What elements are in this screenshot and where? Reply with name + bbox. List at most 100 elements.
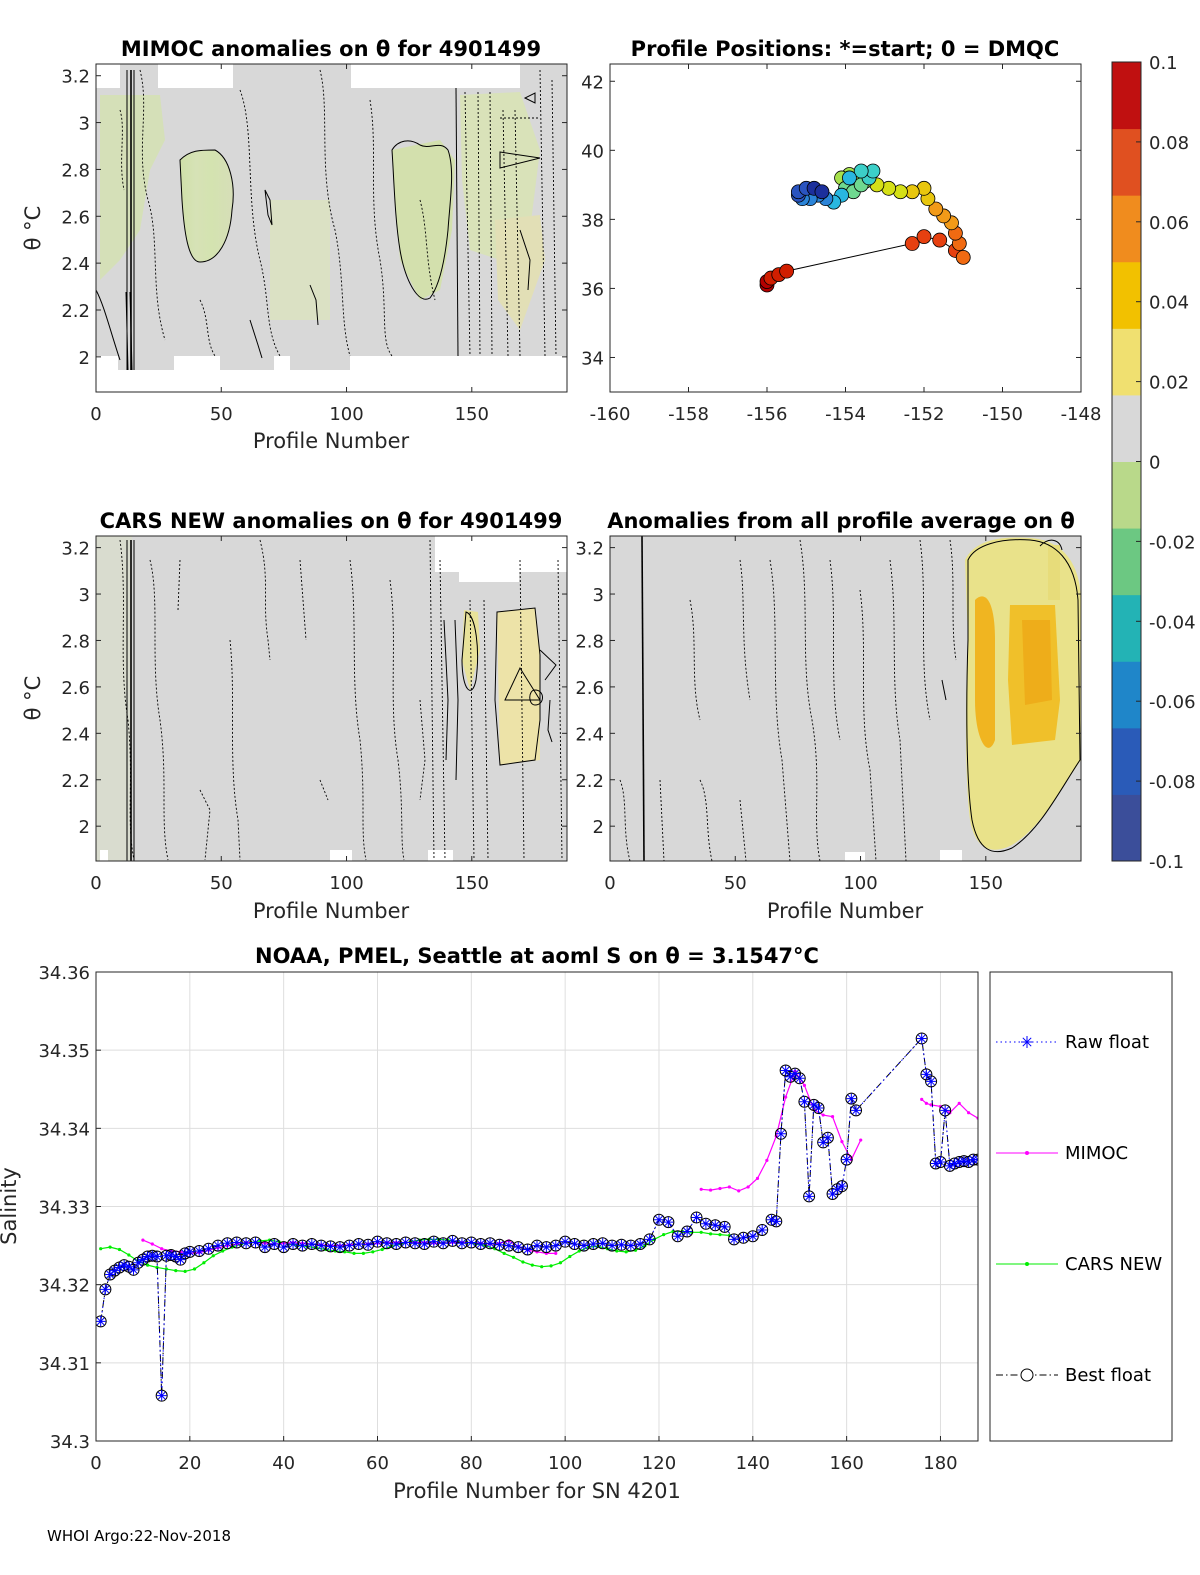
data-point [410, 1238, 421, 1249]
data-point [161, 1250, 172, 1261]
data-point [652, 1213, 665, 1226]
data-point [267, 1238, 272, 1242]
data-point [729, 1234, 740, 1245]
data-point [560, 1236, 571, 1247]
x-tick-label: 0 [90, 873, 101, 894]
data-point [851, 1105, 862, 1116]
colorbar-tick-label: -0.1 [1149, 852, 1184, 873]
data-point [104, 1268, 117, 1281]
profile-position-marker [916, 229, 932, 245]
x-tick-label: 100 [329, 404, 363, 425]
data-point [202, 1261, 206, 1265]
data-point [916, 1033, 927, 1044]
data-point [718, 1186, 722, 1191]
data-point [344, 1240, 355, 1251]
series-raw-float [96, 1033, 978, 1401]
data-point [784, 1095, 788, 1099]
data-point [278, 1242, 289, 1253]
series-line [100, 1037, 978, 1396]
data-point [511, 1255, 516, 1259]
data-point [118, 1259, 131, 1272]
data-point [194, 1246, 205, 1257]
data-point [709, 1219, 722, 1232]
colorbar-band [1112, 62, 1141, 130]
data-point [150, 1242, 154, 1246]
colorbar-band [1112, 328, 1141, 396]
data-point [362, 1238, 375, 1251]
data-point [935, 1156, 946, 1167]
data-point [133, 1257, 144, 1268]
y-tick-label: 2.4 [61, 724, 90, 745]
x-tick-label: -150 [982, 404, 1023, 425]
y-tick-label: 34.35 [38, 1041, 90, 1062]
data-point [277, 1241, 290, 1254]
data-point [105, 1269, 116, 1280]
y-tick-label: 2.8 [61, 631, 90, 652]
data-point [821, 1113, 825, 1117]
data-point [400, 1237, 411, 1248]
data-point [211, 1239, 224, 1252]
salinity-xlabel: Profile Number for SN 4201 [393, 1479, 681, 1503]
y-tick-label: 3 [593, 585, 604, 606]
data-point [175, 1254, 186, 1265]
data-point [757, 1224, 768, 1235]
legend-marker [1020, 1368, 1034, 1382]
data-point [353, 1239, 364, 1250]
data-point [699, 1187, 703, 1191]
data-point [765, 1158, 769, 1162]
data-point [494, 1239, 505, 1250]
data-point [183, 1269, 187, 1273]
data-point [184, 1246, 195, 1257]
data-point [929, 1157, 942, 1170]
profile-position-marker [955, 249, 971, 265]
data-point [258, 1241, 271, 1254]
data-point [746, 1230, 759, 1243]
data-point [418, 1238, 431, 1251]
data-point [268, 1238, 281, 1251]
colorbar-tick-label: 0.02 [1149, 373, 1189, 394]
colorbar-tick-label: 0.1 [1149, 53, 1178, 74]
legend-label: MIMOC [1065, 1143, 1128, 1164]
data-point [325, 1241, 336, 1252]
data-point [836, 1181, 847, 1192]
data-point [269, 1239, 280, 1250]
data-point [540, 1265, 544, 1269]
positions-title: Profile Positions: *=start; 0 = DMQC [631, 37, 1060, 61]
series-line [921, 1098, 978, 1119]
cars-axis-ticks: 0 50 100 150 2 2.2 2.4 2.6 2.8 3 3.2 [61, 536, 567, 894]
data-point [771, 1216, 782, 1227]
data-point [179, 1247, 192, 1260]
data-point [794, 1073, 805, 1084]
data-point [99, 1247, 103, 1251]
data-point [137, 1254, 148, 1265]
data-point [830, 1115, 835, 1119]
y-tick-label: 2.8 [61, 160, 90, 181]
data-point [108, 1245, 112, 1249]
data-point [727, 1185, 731, 1189]
data-point [624, 1239, 637, 1252]
data-point [222, 1238, 233, 1249]
positions-panel: Profile Positions: *=start; 0 = DMQC -16… [581, 37, 1101, 425]
data-point [531, 1239, 543, 1252]
data-point [559, 1235, 572, 1248]
data-point [691, 1212, 702, 1223]
x-tick-label: 50 [210, 873, 233, 894]
x-tick-label: 100 [548, 1453, 582, 1474]
data-point [577, 1249, 581, 1253]
data-point [212, 1240, 223, 1251]
mimoc-axis-ticks: 0 50 100 150 2 2.2 2.4 2.6 2.8 3 3.2 [61, 64, 567, 425]
y-tick-label: 34.33 [38, 1198, 90, 1219]
x-tick-label: -152 [904, 404, 945, 425]
cars-panel: CARS NEW anomalies on θ for 4901499 [21, 509, 568, 923]
data-point [568, 1254, 572, 1259]
data-point [925, 1075, 938, 1088]
data-point [808, 1099, 819, 1110]
data-point [840, 1153, 853, 1166]
data-point [967, 1153, 978, 1166]
y-tick-label: 34 [581, 348, 604, 369]
data-point [202, 1242, 215, 1255]
y-tick-label: 2.2 [61, 771, 90, 792]
data-point [155, 1389, 168, 1402]
y-tick-label: 2.8 [575, 631, 604, 652]
